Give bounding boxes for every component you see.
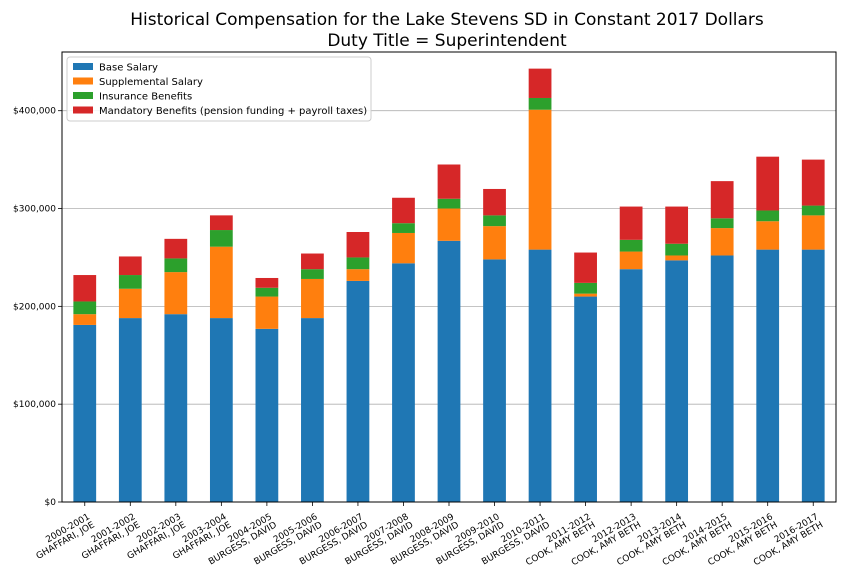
bar-segment <box>528 97 552 110</box>
bar-segment <box>301 318 324 502</box>
y-tick-label: $0 <box>45 498 57 508</box>
legend-label: Supplemental Salary <box>99 77 203 88</box>
chart-title: Historical Compensation for the Lake Ste… <box>130 10 764 30</box>
bar-segment <box>801 205 825 216</box>
bar-segment <box>574 293 597 297</box>
bar-segment <box>710 255 734 502</box>
y-tick-label: $100,000 <box>13 400 56 410</box>
bar-segment <box>209 230 233 247</box>
bar-segment <box>209 246 233 319</box>
bar-segment <box>437 198 461 209</box>
bar-segment <box>73 301 97 315</box>
x-axis: 2000-2001GHAFFARI, JOE2001-2002GHAFFARI,… <box>35 502 825 568</box>
bar-segment <box>392 232 415 264</box>
bar-segment <box>710 181 734 219</box>
bar-segment <box>574 282 597 294</box>
bar-segment <box>801 249 825 502</box>
bar-segment <box>574 252 597 283</box>
bar-segment <box>392 197 415 224</box>
bar-segment <box>346 280 370 502</box>
bar-segment <box>665 206 689 244</box>
bar-segment <box>346 257 370 270</box>
bar-segment <box>164 314 188 502</box>
bar-segment <box>528 249 552 502</box>
bar-segment <box>528 109 552 250</box>
bar-segment <box>801 215 825 250</box>
y-tick-label: $400,000 <box>13 107 56 117</box>
bar-segment <box>437 164 461 199</box>
bar-segment <box>118 288 142 319</box>
bar-segment <box>118 275 142 289</box>
bar-segment <box>801 159 825 206</box>
bar-segment <box>255 277 279 288</box>
bar-segment <box>118 318 142 502</box>
bar-segment <box>665 255 689 261</box>
legend-swatch <box>73 92 93 99</box>
bar-segment <box>209 318 233 502</box>
bar-segment <box>118 256 142 276</box>
y-tick-label: $200,000 <box>13 302 56 312</box>
bar-segment <box>392 223 415 233</box>
bar-segment <box>164 258 188 273</box>
bar-segment <box>619 206 643 240</box>
y-axis: $0 $100,000 $200,000 $300,000 $400,000 <box>13 107 62 508</box>
bar-segment <box>756 221 780 250</box>
bars <box>73 68 825 502</box>
bar-segment <box>619 239 643 252</box>
bar-segment <box>392 263 415 502</box>
bar-segment <box>301 269 324 279</box>
bar-segment <box>619 269 643 502</box>
bar-segment <box>665 260 689 502</box>
bar-segment <box>483 259 506 502</box>
bar-segment <box>255 328 279 502</box>
legend-box <box>66 56 372 122</box>
legend-swatch <box>73 77 93 85</box>
legend-swatch <box>73 63 93 70</box>
bar-segment <box>346 269 370 281</box>
bar-segment <box>73 314 97 325</box>
legend-label: Base Salary <box>99 63 158 74</box>
bar-segment <box>255 287 279 297</box>
bar-segment <box>528 68 552 98</box>
bar-segment <box>756 156 780 211</box>
legend: Base Salary Supplemental Salary Insurance … <box>66 56 372 122</box>
bar-segment <box>73 324 97 502</box>
bar-segment <box>756 210 780 222</box>
bar-segment <box>619 251 643 270</box>
bar-segment <box>209 215 233 231</box>
bar-segment <box>710 228 734 256</box>
bar-segment <box>301 253 324 270</box>
bar-segment <box>483 226 506 260</box>
bar-segment <box>73 275 97 302</box>
bar-segment <box>346 232 370 258</box>
legend-label: Insurance Benefits <box>99 92 192 103</box>
bar-segment <box>255 296 279 329</box>
bar-segment <box>710 218 734 229</box>
bar-segment <box>437 208 461 241</box>
bar-segment <box>164 238 188 259</box>
bar-segment <box>164 272 188 315</box>
bar-segment <box>665 243 689 256</box>
bar-segment <box>483 215 506 227</box>
chart-subtitle: Duty Title = Superintendent <box>327 31 567 51</box>
bar-segment <box>301 278 324 319</box>
bar-segment <box>483 188 506 216</box>
legend-label: Mandatory Benefits (pension funding + pa… <box>99 106 367 117</box>
bar-segment <box>437 240 461 502</box>
y-tick-label: $300,000 <box>13 205 56 215</box>
bar-segment <box>756 249 780 502</box>
bar-segment <box>574 296 597 502</box>
legend-swatch <box>73 106 93 114</box>
